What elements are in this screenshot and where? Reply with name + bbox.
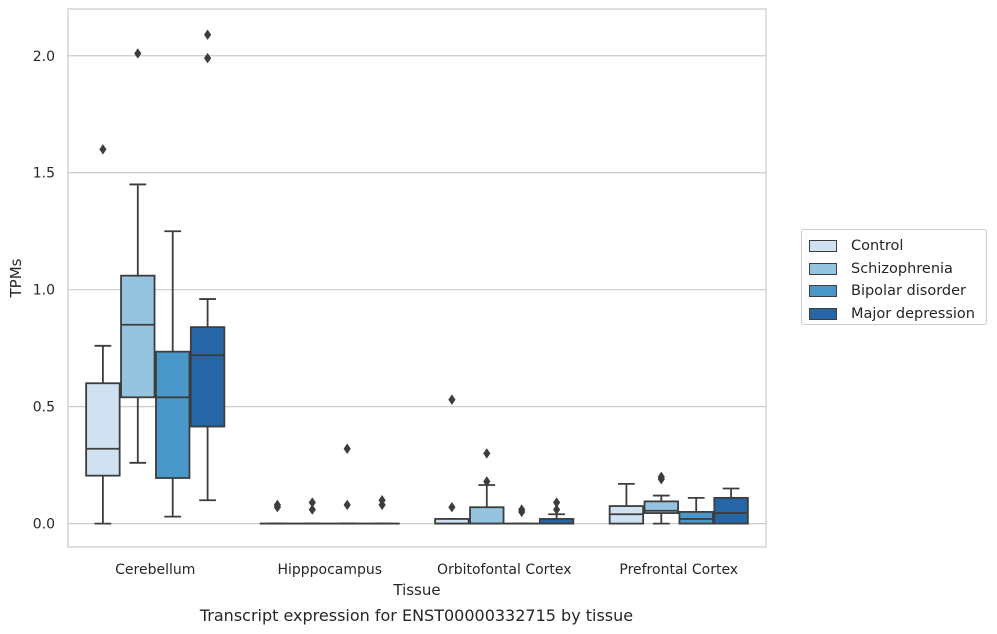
y-tick-label: 1.5 [33,166,55,182]
outlier-point [204,29,212,40]
box-iqr [678,511,714,525]
legend: Control Schizophrenia Bipolar disorder Majo… [801,229,987,325]
legend-swatch [809,262,837,275]
legend-label: Schizophrenia [851,260,953,277]
plot-frame [67,8,767,548]
box-schizophrenia [120,48,156,464]
y-tick-label: 0.0 [33,517,55,533]
outlier-point [134,48,142,59]
x-tick-labels: Cerebellum Hipppocampus Orbitofontal Corte… [115,562,738,578]
x-tick-label: Orbitofontal Cortex [437,562,572,578]
legend-swatch [809,307,837,320]
box-schizophrenia [294,497,330,525]
legend-label: Control [851,238,904,255]
x-tick-label: Prefrontal Cortex [619,562,738,578]
box-iqr [155,350,191,479]
box-major-depression [713,487,749,525]
box-bipolar-disorder [155,230,191,518]
y-tick-label: 1.0 [33,283,55,299]
legend-swatch [809,285,837,298]
box-major-depression [189,29,226,502]
outlier-point [273,499,281,511]
box-control [85,144,121,525]
outlier-point [308,504,316,515]
legend-item: Schizophrenia [809,258,986,281]
outlier-point [483,448,491,459]
box-bipolar-disorder [504,504,540,525]
box-iqr [713,496,749,525]
x-tick-label: Cerebellum [115,562,195,578]
box-bipolar-disorder [329,443,365,525]
outlier-point [343,443,351,454]
chart-caption: Transcript expression for ENST0000033271… [199,606,634,625]
box-control [434,394,470,525]
box-control [259,499,296,525]
y-tick-labels: 0.0 0.5 1.0 1.5 2.0 [33,49,55,533]
outlier-point [308,497,316,508]
box-plots [85,29,749,525]
outlier-point [448,502,456,513]
outlier-point [343,499,351,511]
box-iqr [120,274,156,399]
legend-item: Bipolar disorder [809,280,986,303]
y-tick-label: 0.5 [33,400,55,416]
box-major-depression [364,495,400,525]
box-schizophrenia [469,448,505,525]
outlier-point [553,504,561,515]
x-axis-title: Tissue [392,581,440,599]
y-tick-label: 2.0 [33,49,55,65]
outlier-point [483,476,491,487]
legend-label: Major depression [851,305,975,322]
outlier-point [657,471,665,483]
legend-swatch [809,240,837,253]
y-axis-title: TPMs [7,258,25,298]
x-tick-label: Hipppocampus [277,562,382,578]
box-iqr [85,382,121,477]
outlier-point [99,144,107,155]
box-iqr [189,326,226,428]
legend-label: Bipolar disorder [851,283,966,300]
box-bipolar-disorder [678,496,714,525]
box-schizophrenia [643,471,679,525]
box-iqr [643,500,679,514]
box-iqr [469,506,505,525]
outlier-point [518,504,526,515]
legend-item: Control [809,235,986,258]
outlier-point [448,394,456,405]
box-major-depression [538,497,575,525]
legend-item: Major depression [809,303,986,326]
outlier-point [378,495,386,506]
outlier-point [553,497,561,508]
box-control [608,482,645,525]
outlier-point [204,52,212,64]
